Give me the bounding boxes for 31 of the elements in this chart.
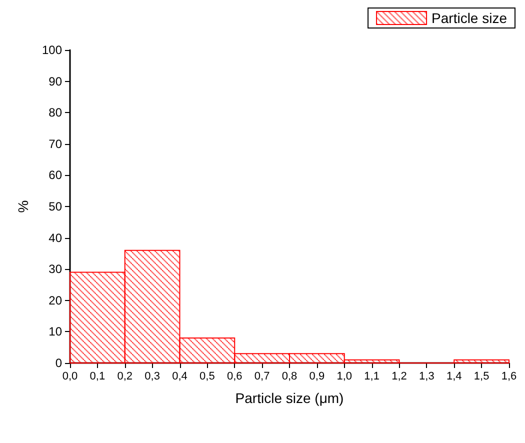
x-tick-label: 1,4 (446, 370, 462, 382)
x-tick-label: 1,2 (392, 370, 407, 382)
x-tick-label: 1,1 (364, 370, 380, 382)
y-tick-label: 30 (48, 262, 62, 276)
y-tick-label: 50 (48, 200, 62, 214)
x-tick-label: 0,7 (254, 370, 270, 382)
x-tick-label: 0,5 (200, 370, 215, 382)
y-tick-label: 20 (48, 293, 62, 308)
legend-label: Particle size (432, 10, 508, 26)
x-tick-label: 0,0 (62, 370, 78, 382)
y-tick-label: 90 (48, 74, 62, 88)
x-tick-label: 0,9 (309, 370, 325, 382)
y-tick-label: 10 (48, 324, 62, 339)
x-tick-label: 0,3 (144, 370, 160, 382)
x-tick-label: 1,5 (474, 370, 490, 382)
y-tick-label: 80 (48, 106, 62, 120)
x-tick-label: 0,2 (117, 370, 133, 382)
x-tick-label: 1,3 (419, 370, 434, 382)
x-tick-label: 0,1 (90, 370, 106, 382)
y-tick-label: 0 (55, 356, 62, 370)
y-tick-label: 60 (48, 168, 62, 182)
x-tick-label: 0,6 (226, 370, 242, 382)
y-axis-title: % (15, 200, 31, 213)
x-tick-label: 1,0 (336, 370, 352, 382)
x-axis-title: Particle size (μm) (235, 390, 344, 406)
y-tick-label: 100 (42, 43, 62, 57)
y-tick-label: 70 (48, 136, 62, 151)
x-tick-label: 0,8 (282, 370, 298, 382)
x-tick-label: 0,4 (172, 370, 188, 382)
y-tick-label: 40 (48, 230, 62, 245)
x-tick-label: 1,6 (501, 370, 517, 382)
